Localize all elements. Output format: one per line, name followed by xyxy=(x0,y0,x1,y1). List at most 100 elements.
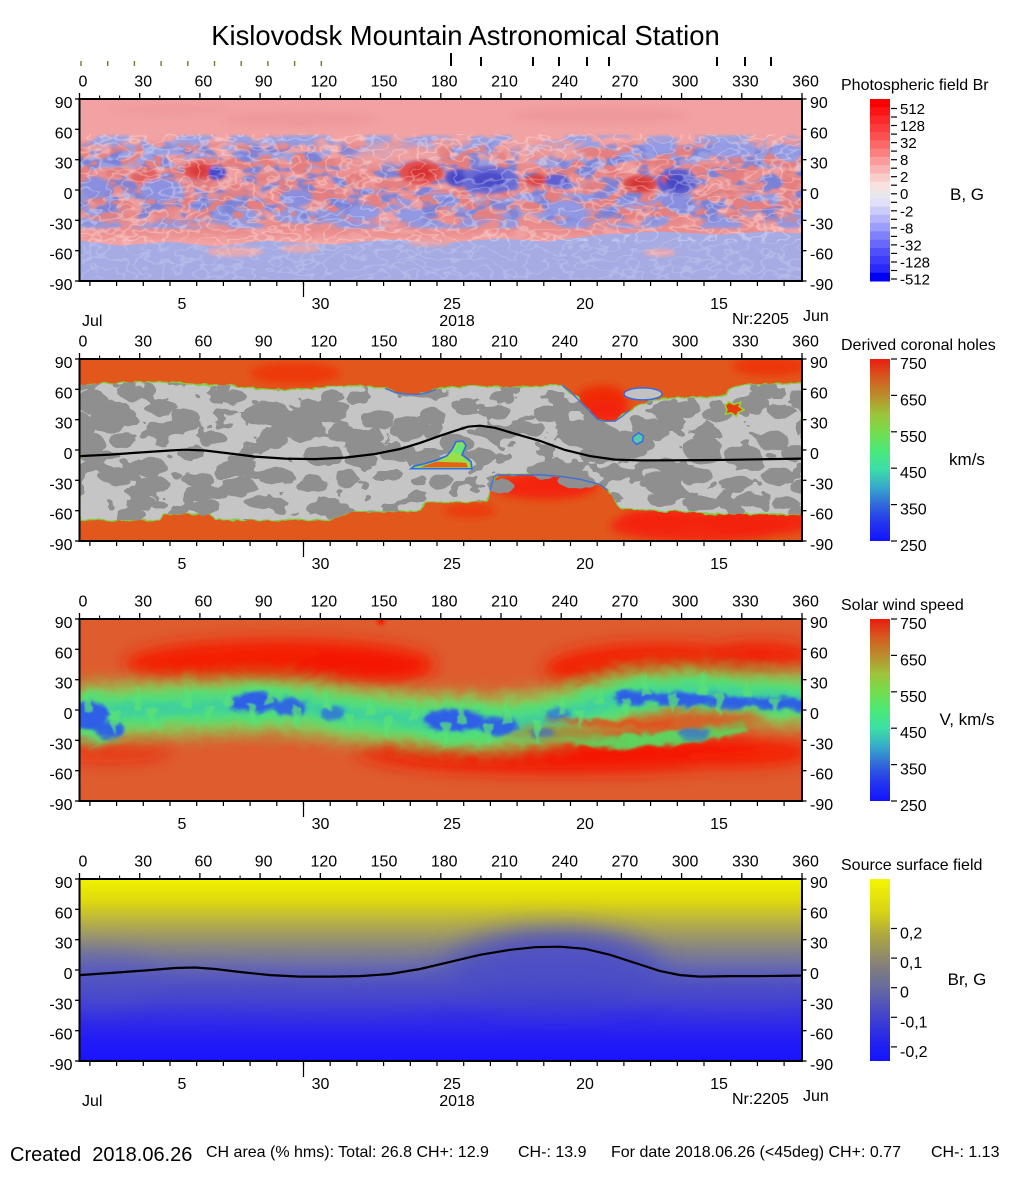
svg-text:0: 0 xyxy=(64,446,73,463)
svg-text:CH area (% hms): Total: 26.8 C: CH area (% hms): Total: 26.8 CH+: 12.9 xyxy=(206,1144,489,1161)
svg-text:Jun: Jun xyxy=(803,308,829,325)
svg-text:15: 15 xyxy=(710,1076,728,1093)
svg-text:CH-: 1.13: CH-: 1.13 xyxy=(931,1144,1000,1161)
svg-text:180: 180 xyxy=(431,594,458,611)
svg-text:30: 30 xyxy=(134,74,152,91)
svg-text:-60: -60 xyxy=(810,1027,833,1044)
svg-text:-60: -60 xyxy=(49,1027,72,1044)
svg-text:0: 0 xyxy=(810,446,819,463)
svg-text:15: 15 xyxy=(710,556,728,573)
svg-text:25: 25 xyxy=(443,1076,461,1093)
svg-text:210: 210 xyxy=(491,854,518,871)
svg-text:-8: -8 xyxy=(900,220,913,237)
svg-text:150: 150 xyxy=(371,594,398,611)
svg-text:-90: -90 xyxy=(49,537,72,554)
svg-text:360: 360 xyxy=(792,854,819,871)
svg-text:240: 240 xyxy=(551,594,578,611)
svg-text:180: 180 xyxy=(431,334,458,351)
svg-text:30: 30 xyxy=(55,416,73,433)
svg-text:650: 650 xyxy=(900,652,927,669)
svg-text:Jun: Jun xyxy=(803,1088,829,1105)
svg-text:25: 25 xyxy=(443,816,461,833)
svg-text:90: 90 xyxy=(255,594,273,611)
svg-text:30: 30 xyxy=(312,1076,330,1093)
svg-text:-90: -90 xyxy=(49,1057,72,1074)
svg-text:90: 90 xyxy=(55,615,73,632)
svg-text:300: 300 xyxy=(672,74,699,91)
svg-text:250: 250 xyxy=(900,538,927,555)
svg-text:450: 450 xyxy=(900,725,927,742)
svg-text:-30: -30 xyxy=(810,736,833,753)
svg-text:For date 2018.06.26 (<45deg) C: For date 2018.06.26 (<45deg) CH+: 0.77 xyxy=(611,1144,901,1161)
svg-text:-30: -30 xyxy=(49,996,72,1013)
svg-text:32: 32 xyxy=(900,135,917,152)
svg-text:-60: -60 xyxy=(810,767,833,784)
svg-text:0: 0 xyxy=(810,966,819,983)
svg-text:210: 210 xyxy=(491,594,518,611)
svg-text:60: 60 xyxy=(810,645,828,662)
svg-text:150: 150 xyxy=(371,854,398,871)
svg-text:-60: -60 xyxy=(49,247,72,264)
svg-text:0: 0 xyxy=(810,706,819,723)
svg-text:60: 60 xyxy=(55,645,73,662)
svg-text:2018: 2018 xyxy=(439,1093,475,1110)
svg-text:120: 120 xyxy=(310,74,337,91)
svg-text:0: 0 xyxy=(64,186,73,203)
svg-text:270: 270 xyxy=(612,854,639,871)
svg-text:330: 330 xyxy=(732,334,759,351)
svg-text:120: 120 xyxy=(310,594,337,611)
svg-text:B, G: B, G xyxy=(950,185,984,204)
svg-text:550: 550 xyxy=(900,429,927,446)
svg-text:150: 150 xyxy=(371,334,398,351)
svg-text:0: 0 xyxy=(810,186,819,203)
svg-text:60: 60 xyxy=(810,125,828,142)
svg-text:5: 5 xyxy=(178,1076,187,1093)
svg-text:-30: -30 xyxy=(810,996,833,1013)
svg-text:30: 30 xyxy=(55,156,73,173)
svg-text:270: 270 xyxy=(612,74,639,91)
svg-text:180: 180 xyxy=(431,74,458,91)
svg-text:512: 512 xyxy=(900,101,925,118)
svg-text:550: 550 xyxy=(900,689,927,706)
svg-text:-90: -90 xyxy=(810,797,833,814)
svg-text:-90: -90 xyxy=(810,1057,833,1074)
svg-text:360: 360 xyxy=(792,74,819,91)
svg-text:180: 180 xyxy=(431,854,458,871)
svg-text:30: 30 xyxy=(810,676,828,693)
svg-text:0: 0 xyxy=(900,985,909,1002)
svg-text:25: 25 xyxy=(443,296,461,313)
svg-text:30: 30 xyxy=(134,594,152,611)
svg-text:750: 750 xyxy=(900,356,927,373)
svg-text:30: 30 xyxy=(810,156,828,173)
svg-text:90: 90 xyxy=(810,875,828,892)
svg-text:0,2: 0,2 xyxy=(900,926,922,943)
svg-text:-60: -60 xyxy=(810,247,833,264)
svg-text:240: 240 xyxy=(551,854,578,871)
svg-text:330: 330 xyxy=(732,854,759,871)
svg-text:CH-: 13.9: CH-: 13.9 xyxy=(518,1144,587,1161)
svg-text:25: 25 xyxy=(443,556,461,573)
svg-text:Kislovodsk Mountain Astronomic: Kislovodsk Mountain Astronomical Station xyxy=(211,20,720,51)
svg-text:60: 60 xyxy=(55,905,73,922)
svg-text:60: 60 xyxy=(195,854,213,871)
svg-text:15: 15 xyxy=(710,816,728,833)
svg-text:0: 0 xyxy=(79,594,88,611)
svg-text:90: 90 xyxy=(255,854,273,871)
svg-text:Created 2018.06.26: Created 2018.06.26 xyxy=(10,1144,192,1166)
svg-text:0,1: 0,1 xyxy=(900,955,922,972)
svg-text:0: 0 xyxy=(79,74,88,91)
svg-text:650: 650 xyxy=(900,392,927,409)
svg-text:90: 90 xyxy=(810,355,828,372)
svg-text:90: 90 xyxy=(55,875,73,892)
svg-text:30: 30 xyxy=(55,676,73,693)
svg-text:350: 350 xyxy=(900,502,927,519)
svg-text:15: 15 xyxy=(710,296,728,313)
svg-text:120: 120 xyxy=(310,854,337,871)
svg-text:-30: -30 xyxy=(810,216,833,233)
svg-text:60: 60 xyxy=(55,125,73,142)
svg-text:60: 60 xyxy=(810,385,828,402)
svg-text:330: 330 xyxy=(732,594,759,611)
svg-text:0: 0 xyxy=(900,186,908,203)
svg-text:0: 0 xyxy=(64,706,73,723)
svg-text:-90: -90 xyxy=(810,537,833,554)
